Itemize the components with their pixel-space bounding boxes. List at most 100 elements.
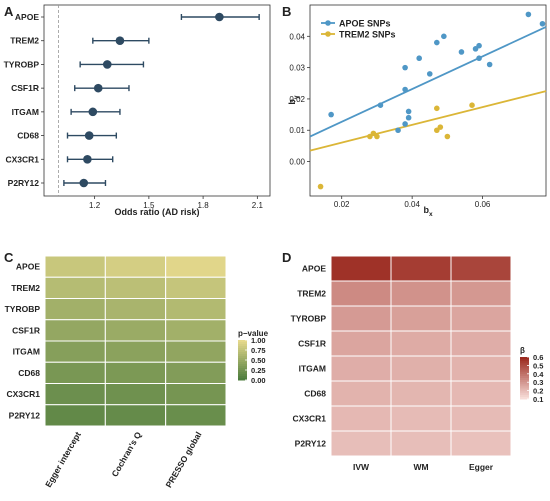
legend-tick-label: 0.3	[533, 378, 543, 387]
legend-gradient-step	[238, 354, 247, 357]
data-point	[377, 102, 384, 108]
legend-gradient-step	[238, 374, 247, 377]
y-tick-label: 0.00	[289, 158, 305, 167]
heatmap-cell	[44, 255, 106, 278]
heatmap-cell	[390, 255, 452, 282]
estimate-point	[79, 178, 89, 188]
data-point	[426, 71, 433, 77]
row-label: CX3CR1	[292, 414, 326, 424]
heatmap-cell	[165, 361, 227, 384]
data-point	[539, 20, 546, 27]
heatmap-cell	[44, 298, 106, 321]
row-label: ITGAM	[13, 347, 40, 357]
heatmap-cell	[390, 405, 452, 432]
legend-label: TREM2 SNPs	[339, 30, 396, 40]
heatmap-cell	[165, 298, 227, 321]
x-axis-label-main: b	[423, 205, 429, 215]
heatmap-cell	[330, 405, 392, 432]
row-label: CSF1R	[12, 325, 40, 335]
y-tick-label: 0.04	[289, 32, 305, 41]
x-tick-label: 1.5	[143, 201, 155, 210]
panel-letter-b: B	[282, 4, 291, 19]
data-point	[374, 133, 380, 140]
heatmap-cell	[104, 276, 167, 299]
heatmap-cell	[330, 380, 392, 407]
legend-gradient-step	[520, 359, 529, 362]
heatmap-cell	[165, 340, 227, 363]
heatmap-cell	[165, 319, 227, 342]
data-point	[486, 61, 493, 68]
legend-tick-label: 0.5	[533, 361, 543, 370]
estimate-point	[215, 12, 224, 22]
y-axis-label-main: b	[287, 99, 297, 105]
estimate-point	[84, 131, 94, 140]
pvalue-heatmap-panel: APOE TREM2 TYROBP CSF1R ITGAM CD68 CX3CR1 P2RY1…	[5, 255, 269, 489]
x-tick-label: 0.02	[334, 200, 350, 209]
legend-gradient-step	[238, 376, 247, 379]
legend-gradient-step	[238, 350, 247, 353]
heatmap-cell	[44, 383, 106, 406]
heatmap-cell	[390, 380, 452, 407]
legend-gradient-step	[520, 382, 529, 385]
x-tick-label: 1.2	[89, 201, 101, 210]
x-tick-label: 2.1	[252, 201, 264, 210]
legend-marker	[325, 31, 331, 37]
data-point	[395, 127, 401, 134]
panel-letter-a: A	[4, 4, 14, 19]
heatmap-cell	[104, 340, 167, 363]
heatmap-cell	[450, 380, 512, 407]
data-point	[405, 108, 412, 115]
data-point	[402, 121, 408, 127]
estimate-point	[102, 60, 112, 69]
legend-gradient-step	[238, 364, 247, 367]
heatmap-cell	[165, 404, 227, 427]
heatmap-cell	[450, 305, 512, 332]
legend-gradient-step	[238, 344, 247, 347]
column-label: IVW	[353, 462, 370, 472]
row-label: ITGAM	[12, 107, 39, 117]
row-label: TYROBP	[5, 304, 41, 314]
data-point	[458, 49, 465, 55]
legend-gradient-step	[520, 369, 529, 373]
column-label: Egger	[469, 462, 494, 472]
heatmap-cell	[330, 305, 392, 332]
estimate-point	[115, 36, 125, 46]
data-point	[416, 55, 422, 62]
legend-gradient-step	[520, 357, 529, 360]
legend-tick-label: 0.1	[533, 395, 543, 404]
legend-label: APOE SNPs	[339, 19, 391, 29]
legend-gradient-step	[520, 363, 529, 366]
legend-tick-label: 1.00	[251, 336, 266, 345]
forest-plot-panel: APOE TREM2 TYROBP CSF1R ITGAM CD68 CX3CR1 P2RY1…	[4, 4, 271, 217]
x-tick-label: 0.06	[475, 200, 491, 209]
y-axis-label: by	[287, 95, 300, 105]
legend-tick-label: 0.25	[251, 366, 266, 375]
y-tick-label: 0.02	[289, 95, 305, 104]
heatmap-cell	[44, 361, 106, 384]
legend-gradient-step	[238, 370, 247, 373]
legend-gradient-step	[238, 372, 247, 375]
regression-line	[309, 90, 547, 152]
heatmap-cell	[104, 255, 167, 278]
legend-gradient-step	[520, 380, 529, 383]
scatter-plot-panel: 0.02 0.04 0.06 0.00 0.01 0.02 0.03 0.04 APOE S…	[287, 4, 547, 218]
legend-gradient-step	[238, 346, 247, 349]
legend-gradient-step	[520, 384, 529, 387]
legend-gradient-step	[238, 340, 247, 343]
legend-gradient-step	[238, 366, 247, 369]
heatmap-cell	[44, 340, 106, 363]
forest-plot-frame	[43, 4, 271, 197]
data-point	[402, 86, 408, 93]
legend-gradient-step	[520, 388, 529, 392]
legend-gradient-step	[238, 368, 247, 371]
column-label: PRESSO global	[163, 430, 203, 489]
heatmap-cell	[44, 276, 106, 299]
heatmap-cell	[165, 276, 227, 299]
legend-gradient-step	[520, 392, 529, 396]
legend-gradient-step	[520, 365, 529, 368]
column-label: WM	[413, 462, 428, 472]
row-label: CD68	[304, 389, 326, 399]
legend-gradient-step	[520, 386, 529, 389]
data-point	[444, 133, 451, 140]
row-label: CX3CR1	[6, 389, 40, 399]
